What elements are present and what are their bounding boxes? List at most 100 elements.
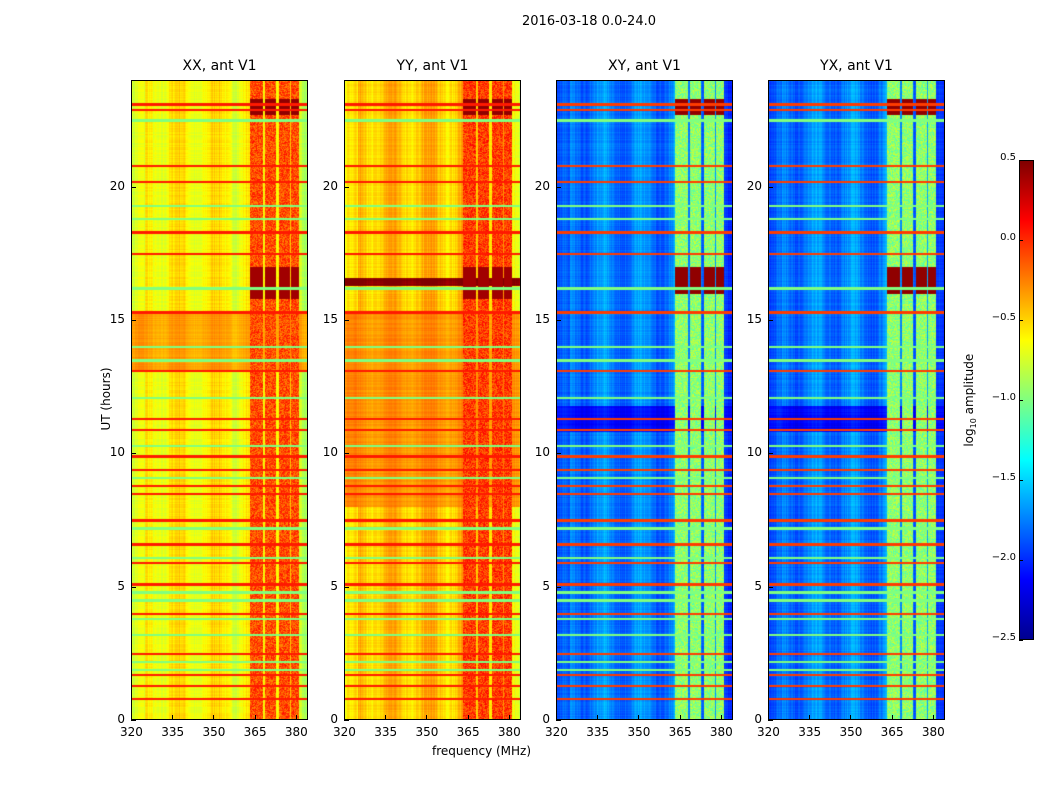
x-tick-mark	[850, 715, 852, 720]
y-tick-mark	[768, 453, 773, 455]
panel-title: XY, ant V1	[608, 58, 681, 74]
figure-title: 2016-03-18 0.0-24.0	[522, 14, 656, 29]
y-tick-mark	[768, 320, 773, 321]
y-tick-mark	[131, 320, 136, 321]
colorbar-tick-mark	[1019, 560, 1023, 561]
y-tick-mark	[556, 453, 561, 455]
y-tick-mark	[556, 320, 561, 321]
heatmap-panel: XX, ant V1 320 335 350 365 380 0 5 10 15 20	[110, 58, 308, 739]
y-tick-mark	[556, 586, 561, 588]
x-tick-label: 350	[415, 725, 439, 739]
heatmap-image	[768, 80, 945, 720]
heatmap-panel: YY, ant V1 320 335 350 365 380 0 5 10 15 20	[323, 58, 521, 739]
x-tick-label: 320	[545, 725, 568, 739]
x-tick-label: 320	[333, 725, 356, 739]
colorbar-tick-mark	[1019, 640, 1023, 641]
y-tick-label: 10	[746, 445, 762, 460]
x-tick-label: 320	[120, 725, 143, 739]
y-tick-label: 15	[109, 312, 125, 326]
x-tick-label: 350	[627, 725, 651, 739]
x-tick-label: 380	[709, 725, 733, 739]
colorbar-tick-mark	[1019, 320, 1023, 321]
panel-title: YY, ant V1	[396, 58, 469, 74]
x-tick-mark	[385, 715, 387, 720]
y-tick-label: 15	[534, 312, 550, 326]
x-tick-mark	[638, 715, 640, 720]
heatmap-image	[556, 80, 733, 720]
y-tick-label: 15	[322, 312, 338, 326]
colorbar-label: log10 amplitude	[961, 353, 979, 447]
y-tick-mark	[344, 453, 349, 455]
x-tick-mark	[426, 715, 428, 720]
y-axis-label: UT (hours)	[99, 367, 113, 431]
x-tick-mark	[344, 715, 345, 720]
y-tick-label: 20	[746, 178, 762, 193]
x-tick-mark	[172, 715, 174, 720]
y-tick-label: 10	[534, 445, 550, 460]
colorbar-tick-mark	[1019, 480, 1023, 481]
heatmap-image	[131, 80, 308, 720]
plot-frame	[556, 80, 733, 720]
x-tick-mark	[131, 715, 132, 720]
y-tick-mark	[768, 720, 773, 721]
y-tick-label: 20	[534, 178, 550, 193]
heatmap-image	[344, 80, 521, 720]
y-tick-label: 10	[109, 445, 125, 460]
colorbar-tick-label: −0.5	[991, 312, 1016, 323]
y-tick-mark	[768, 186, 773, 188]
x-tick-mark	[295, 715, 297, 720]
colorbar-tick-label: 0.5	[1000, 152, 1016, 163]
colorbar-tick-label: −1.0	[991, 392, 1016, 403]
panel-title: YX, ant V1	[820, 58, 893, 74]
x-tick-mark	[508, 715, 510, 720]
x-tick-mark	[597, 715, 599, 720]
y-tick-label: 0	[542, 712, 550, 726]
plot-frame	[344, 80, 521, 720]
colorbar-tick-label: 0.0	[1000, 232, 1016, 243]
x-tick-mark	[891, 715, 893, 720]
y-tick-label: 5	[117, 578, 125, 593]
x-tick-label: 335	[161, 725, 185, 739]
x-tick-label: 365	[456, 725, 480, 739]
x-tick-mark	[556, 715, 557, 720]
colorbar-tick-label: −2.5	[991, 632, 1016, 643]
y-tick-label: 15	[746, 312, 762, 326]
x-tick-label: 380	[497, 725, 521, 739]
x-tick-label: 335	[586, 725, 610, 739]
colorbar-tick-mark	[1019, 160, 1023, 161]
y-tick-mark	[131, 720, 136, 721]
x-tick-label: 380	[921, 725, 945, 739]
x-tick-mark	[809, 715, 811, 720]
x-tick-label: 365	[668, 725, 692, 739]
y-tick-label: 0	[330, 712, 338, 726]
y-tick-mark	[344, 720, 349, 721]
plot-frame	[768, 80, 945, 720]
heatmap-panel: YX, ant V1 320 335 350 365 380 0 5 10 15 20	[747, 58, 945, 739]
y-tick-mark	[131, 586, 136, 588]
y-tick-label: 10	[322, 445, 338, 460]
x-tick-label: 320	[757, 725, 780, 739]
colorbar-tick-mark	[1019, 400, 1023, 401]
x-tick-mark	[768, 715, 769, 720]
panel-title: XX, ant V1	[182, 58, 257, 74]
x-tick-label: 365	[243, 725, 267, 739]
y-tick-mark	[768, 586, 773, 588]
y-tick-label: 5	[330, 578, 338, 593]
y-tick-label: 5	[754, 578, 762, 593]
x-tick-label: 365	[880, 725, 904, 739]
x-tick-label: 350	[202, 725, 226, 739]
x-tick-mark	[679, 715, 681, 720]
y-tick-mark	[556, 720, 561, 721]
x-tick-label: 335	[798, 725, 822, 739]
x-tick-label: 380	[284, 725, 308, 739]
y-tick-mark	[131, 453, 136, 455]
y-tick-label: 20	[109, 178, 125, 193]
x-tick-label: 350	[839, 725, 863, 739]
x-tick-label: 335	[374, 725, 398, 739]
x-axis-label: frequency (MHz)	[432, 744, 532, 758]
colorbar-tick-label: −1.5	[991, 472, 1016, 483]
y-tick-mark	[344, 586, 349, 588]
colorbar-tick-label: −2.0	[991, 552, 1016, 563]
x-tick-mark	[254, 715, 256, 720]
